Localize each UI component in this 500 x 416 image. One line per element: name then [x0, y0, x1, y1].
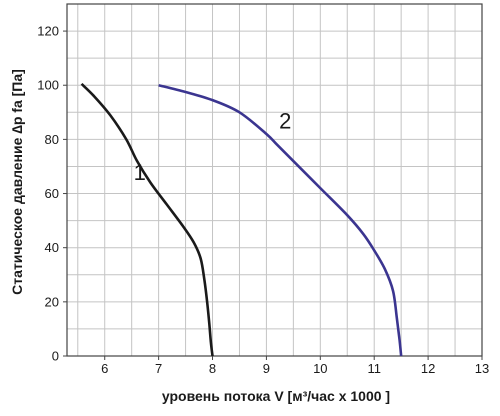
y-tick-label: 80	[45, 132, 59, 147]
x-tick-label: 9	[263, 361, 270, 376]
y-tick-label: 100	[37, 78, 59, 93]
y-tick-label: 40	[45, 240, 59, 255]
y-axis-label: Статическое давление ∆p fa [Па]	[9, 69, 25, 295]
grid	[67, 3, 483, 357]
axes	[63, 3, 483, 360]
x-tick-label: 8	[209, 361, 216, 376]
y-tick-label: 120	[37, 24, 59, 39]
x-tick-label: 6	[101, 361, 108, 376]
series-label-2: 2	[279, 109, 291, 134]
y-tick-label: 0	[52, 349, 59, 364]
x-axis-label: уровень потока V [м³/час x 1000 ]	[162, 388, 390, 404]
series-line-1	[80, 82, 214, 357]
x-tick-label: 10	[313, 361, 327, 376]
x-tick-label: 12	[421, 361, 435, 376]
y-tick-label: 20	[45, 294, 59, 309]
series-label-1: 1	[134, 160, 146, 185]
x-tick-label: 11	[367, 361, 381, 376]
x-tick-label: 7	[155, 361, 162, 376]
y-tick-label: 60	[45, 186, 59, 201]
series-line-2	[158, 83, 403, 357]
x-tick-label: 13	[475, 361, 489, 376]
series-group	[80, 82, 403, 357]
plot-frame	[66, 3, 483, 357]
